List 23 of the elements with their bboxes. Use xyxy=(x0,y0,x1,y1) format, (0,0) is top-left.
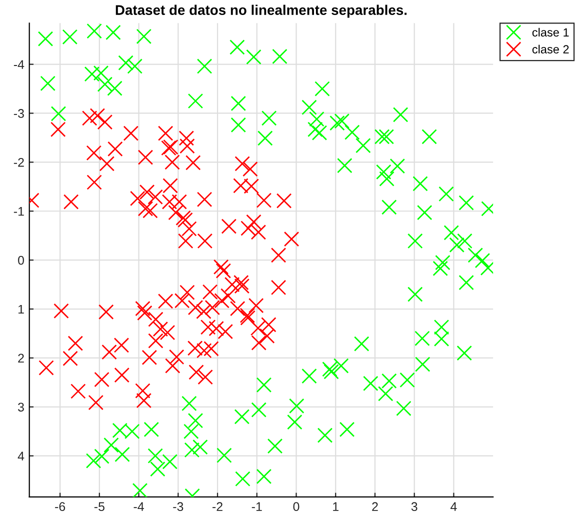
x-tick-label: -5 xyxy=(94,502,104,512)
legend-label: clase 2 xyxy=(532,44,569,54)
y-tick-label: -1 xyxy=(14,207,24,216)
y-tick-label: -3 xyxy=(14,109,24,118)
y-tick-label: 3 xyxy=(18,402,24,412)
x-tick-label: -4 xyxy=(134,502,144,511)
y-tick-label: -2 xyxy=(14,158,24,167)
x-tick-label: -1 xyxy=(252,502,262,511)
chart-title: Dataset de datos no linealmente separables. xyxy=(116,4,407,18)
y-tick-label: 4 xyxy=(18,452,24,460)
y-tick-label: -4 xyxy=(14,60,24,69)
y-tick-label: 0 xyxy=(18,256,24,265)
y-tick-label: 1 xyxy=(18,304,24,314)
x-tick-label: -2 xyxy=(212,502,222,511)
y-tick-label: 2 xyxy=(18,354,24,362)
x-tick-label: 1 xyxy=(333,502,338,511)
x-tick-label: 3 xyxy=(411,502,418,512)
x-tick-label: 0 xyxy=(293,502,300,512)
x-tick-label: 4 xyxy=(450,502,457,511)
x-tick-label: 2 xyxy=(372,502,378,511)
x-tick-label: -6 xyxy=(55,502,66,512)
x-tick-label: -3 xyxy=(173,502,184,512)
legend-label: clase 1 xyxy=(532,28,569,37)
